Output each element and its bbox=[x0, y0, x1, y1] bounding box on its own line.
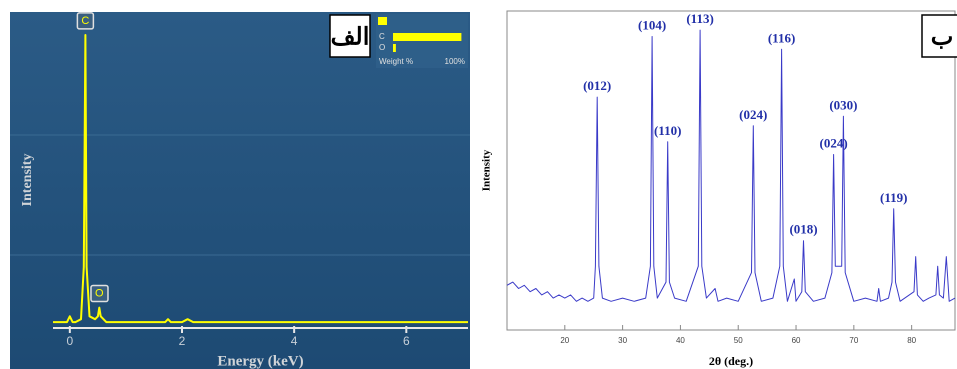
x-tick-label: 2 bbox=[179, 334, 186, 348]
peak-label: (119) bbox=[880, 190, 907, 205]
peak-label: (018) bbox=[789, 222, 817, 237]
peak-label-box bbox=[76, 12, 95, 30]
panel-label: الف bbox=[331, 23, 370, 50]
x-tick-label: 50 bbox=[734, 336, 743, 345]
peak-label: (024) bbox=[739, 107, 767, 122]
inset-category: O bbox=[379, 43, 385, 52]
y-axis-label: Intensity bbox=[20, 154, 35, 207]
inset-category: C bbox=[379, 32, 385, 41]
peak-label: (024) bbox=[820, 136, 848, 151]
x-tick-label: 6 bbox=[403, 334, 410, 348]
peak-label: C bbox=[81, 15, 89, 27]
inset-swatch bbox=[378, 17, 387, 25]
panel-label-box bbox=[921, 14, 957, 58]
peak-label-box bbox=[90, 284, 109, 303]
x-tick-label: 40 bbox=[676, 336, 685, 345]
x-axis-label: 2θ (deg.) bbox=[709, 354, 753, 368]
xrd-frame bbox=[506, 10, 956, 331]
x-axis-label: Energy (keV) bbox=[217, 353, 303, 369]
panel-label: ب bbox=[931, 23, 954, 50]
x-tick-label: 4 bbox=[291, 334, 298, 348]
inset-axis-label: Weight % bbox=[379, 57, 413, 66]
peak-label: (116) bbox=[768, 30, 795, 45]
peak-label: (113) bbox=[686, 11, 713, 26]
spectrum-line bbox=[53, 34, 468, 324]
x-tick-label: 0 bbox=[66, 334, 73, 348]
peak-label: O bbox=[95, 288, 104, 300]
x-tick-label: 60 bbox=[792, 336, 801, 345]
y-axis-label: Intensity bbox=[481, 149, 493, 191]
x-tick-label: 70 bbox=[849, 336, 858, 345]
x-tick-label: 30 bbox=[618, 336, 627, 345]
peak-label: (104) bbox=[638, 18, 666, 33]
inset-bar bbox=[393, 33, 462, 41]
panel-label-box bbox=[329, 14, 371, 58]
peak-label: (110) bbox=[654, 123, 681, 138]
peak-label: (012) bbox=[583, 78, 611, 93]
inset-tick-label: 100% bbox=[445, 57, 465, 66]
x-tick-label: 80 bbox=[907, 336, 916, 345]
peak-label: (030) bbox=[829, 97, 857, 112]
inset-bar bbox=[393, 44, 396, 52]
spectrum-line bbox=[506, 29, 956, 302]
x-tick-label: 20 bbox=[560, 336, 569, 345]
